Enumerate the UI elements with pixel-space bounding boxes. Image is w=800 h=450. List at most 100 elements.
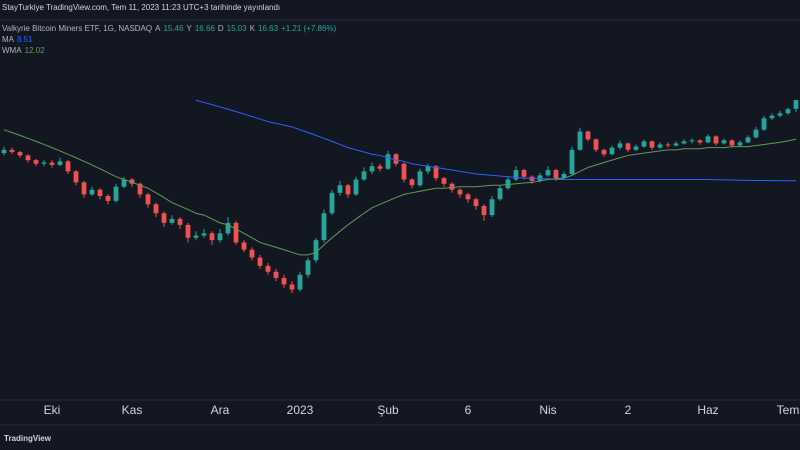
ohlc-label: Y — [186, 24, 192, 33]
candle-body — [625, 143, 631, 150]
candle-body — [233, 222, 239, 243]
candle-body — [89, 189, 95, 195]
candle-body — [329, 192, 335, 214]
candle-body — [57, 161, 63, 165]
candle-body — [761, 118, 767, 130]
candle-body — [529, 176, 535, 181]
candle-body — [9, 149, 15, 153]
candle-body — [33, 160, 39, 164]
candle-body — [665, 144, 671, 146]
candle-body — [705, 136, 711, 143]
candle-body — [49, 162, 55, 165]
candle-body — [121, 179, 127, 187]
candle-body — [441, 178, 447, 184]
x-tick-label: Eki — [44, 403, 61, 417]
candle-body — [17, 152, 23, 156]
candle-body — [481, 206, 487, 216]
x-tick-label: Haz — [697, 403, 718, 417]
candle-body — [505, 179, 511, 189]
candle-body — [521, 170, 527, 177]
candle-body — [297, 274, 303, 290]
candle-body — [769, 115, 775, 119]
legend-row: Valkyrie Bitcoin Miners ETF, 1G, NASDAQ … — [2, 24, 336, 33]
candle-body — [361, 171, 367, 180]
ma-line — [3, 129, 797, 256]
ma-line — [195, 99, 796, 182]
candle-body — [449, 183, 455, 190]
candle-body — [105, 195, 111, 201]
candle-body — [153, 204, 159, 214]
legend-name: WMA — [2, 46, 22, 55]
legend-name: MA — [2, 35, 14, 44]
x-tick-label: Ara — [211, 403, 230, 417]
ohlc-label: K — [249, 24, 256, 33]
candle-body — [305, 260, 311, 275]
candle-body — [25, 155, 31, 161]
candle-body — [673, 143, 679, 146]
candle-body — [145, 194, 151, 205]
x-tick-label: Tem — [777, 403, 800, 417]
candle-body — [1, 149, 7, 154]
candle-body — [425, 166, 431, 172]
x-tick-label: Nis — [539, 403, 556, 417]
candle-body — [577, 131, 583, 150]
ohlc-label: D — [217, 24, 224, 33]
x-tick-label: 6 — [465, 403, 472, 417]
candle-body — [777, 113, 783, 116]
candle-body — [249, 249, 255, 258]
candle-body — [81, 182, 87, 195]
candle-body — [345, 185, 351, 195]
candle-body — [553, 170, 559, 179]
change: +1.21 (+7.86%) — [281, 24, 337, 33]
candle-body — [137, 183, 143, 195]
candle-body — [313, 240, 319, 261]
candle-body — [473, 199, 479, 207]
candle-body — [649, 141, 655, 148]
candle-body — [737, 142, 743, 146]
legend-value: 12.02 — [24, 46, 45, 55]
candle-body — [113, 186, 119, 201]
candle-body — [753, 129, 759, 138]
candle-body — [169, 218, 175, 223]
x-tick-label: 2 — [625, 403, 632, 417]
candle-body — [697, 140, 703, 143]
candle-body — [721, 140, 727, 144]
candle-body — [465, 194, 471, 200]
candle-body — [161, 213, 167, 223]
footer-logo: TradingView — [4, 434, 51, 443]
x-tick-label: Şub — [377, 403, 399, 417]
candle-body — [489, 199, 495, 216]
candle-body — [281, 277, 287, 285]
candle-body — [185, 224, 191, 238]
ohlc-value: 16.66 — [194, 24, 215, 33]
x-tick-label: Kas — [122, 403, 143, 417]
candle-body — [129, 179, 135, 184]
candle-body — [681, 141, 687, 144]
legend-value: 8.51 — [17, 35, 33, 44]
candle-body — [65, 161, 71, 172]
candle-body — [337, 185, 343, 193]
candle-body — [713, 136, 719, 144]
candle-body — [201, 233, 207, 236]
candle-body — [177, 218, 183, 225]
ohlc-value: 16.63 — [258, 24, 279, 33]
candle-body — [73, 171, 79, 183]
candle-body — [409, 179, 415, 186]
candle-body — [633, 146, 639, 150]
candle-body — [417, 171, 423, 186]
candle-body — [585, 131, 591, 140]
legend-row: WMA 12.02 — [2, 46, 45, 55]
candle-body — [609, 147, 615, 155]
candle-body — [385, 154, 391, 169]
candle-body — [377, 166, 383, 169]
candle-body — [369, 166, 375, 172]
candle-body — [321, 213, 327, 241]
candle-body — [785, 109, 791, 114]
candle-body — [545, 170, 551, 176]
candle-body — [393, 154, 399, 164]
candle-body — [97, 189, 103, 196]
candle-body — [537, 175, 543, 181]
candle-body — [289, 284, 295, 290]
candle-body — [729, 140, 735, 146]
